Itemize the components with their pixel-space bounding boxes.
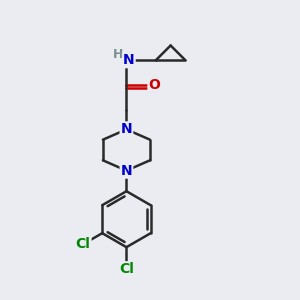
Text: N: N: [121, 164, 132, 178]
Text: Cl: Cl: [76, 237, 91, 251]
Text: N: N: [121, 122, 132, 136]
Text: O: O: [148, 78, 160, 92]
Text: H: H: [113, 48, 123, 62]
Text: Cl: Cl: [119, 262, 134, 276]
Text: N: N: [123, 53, 135, 67]
